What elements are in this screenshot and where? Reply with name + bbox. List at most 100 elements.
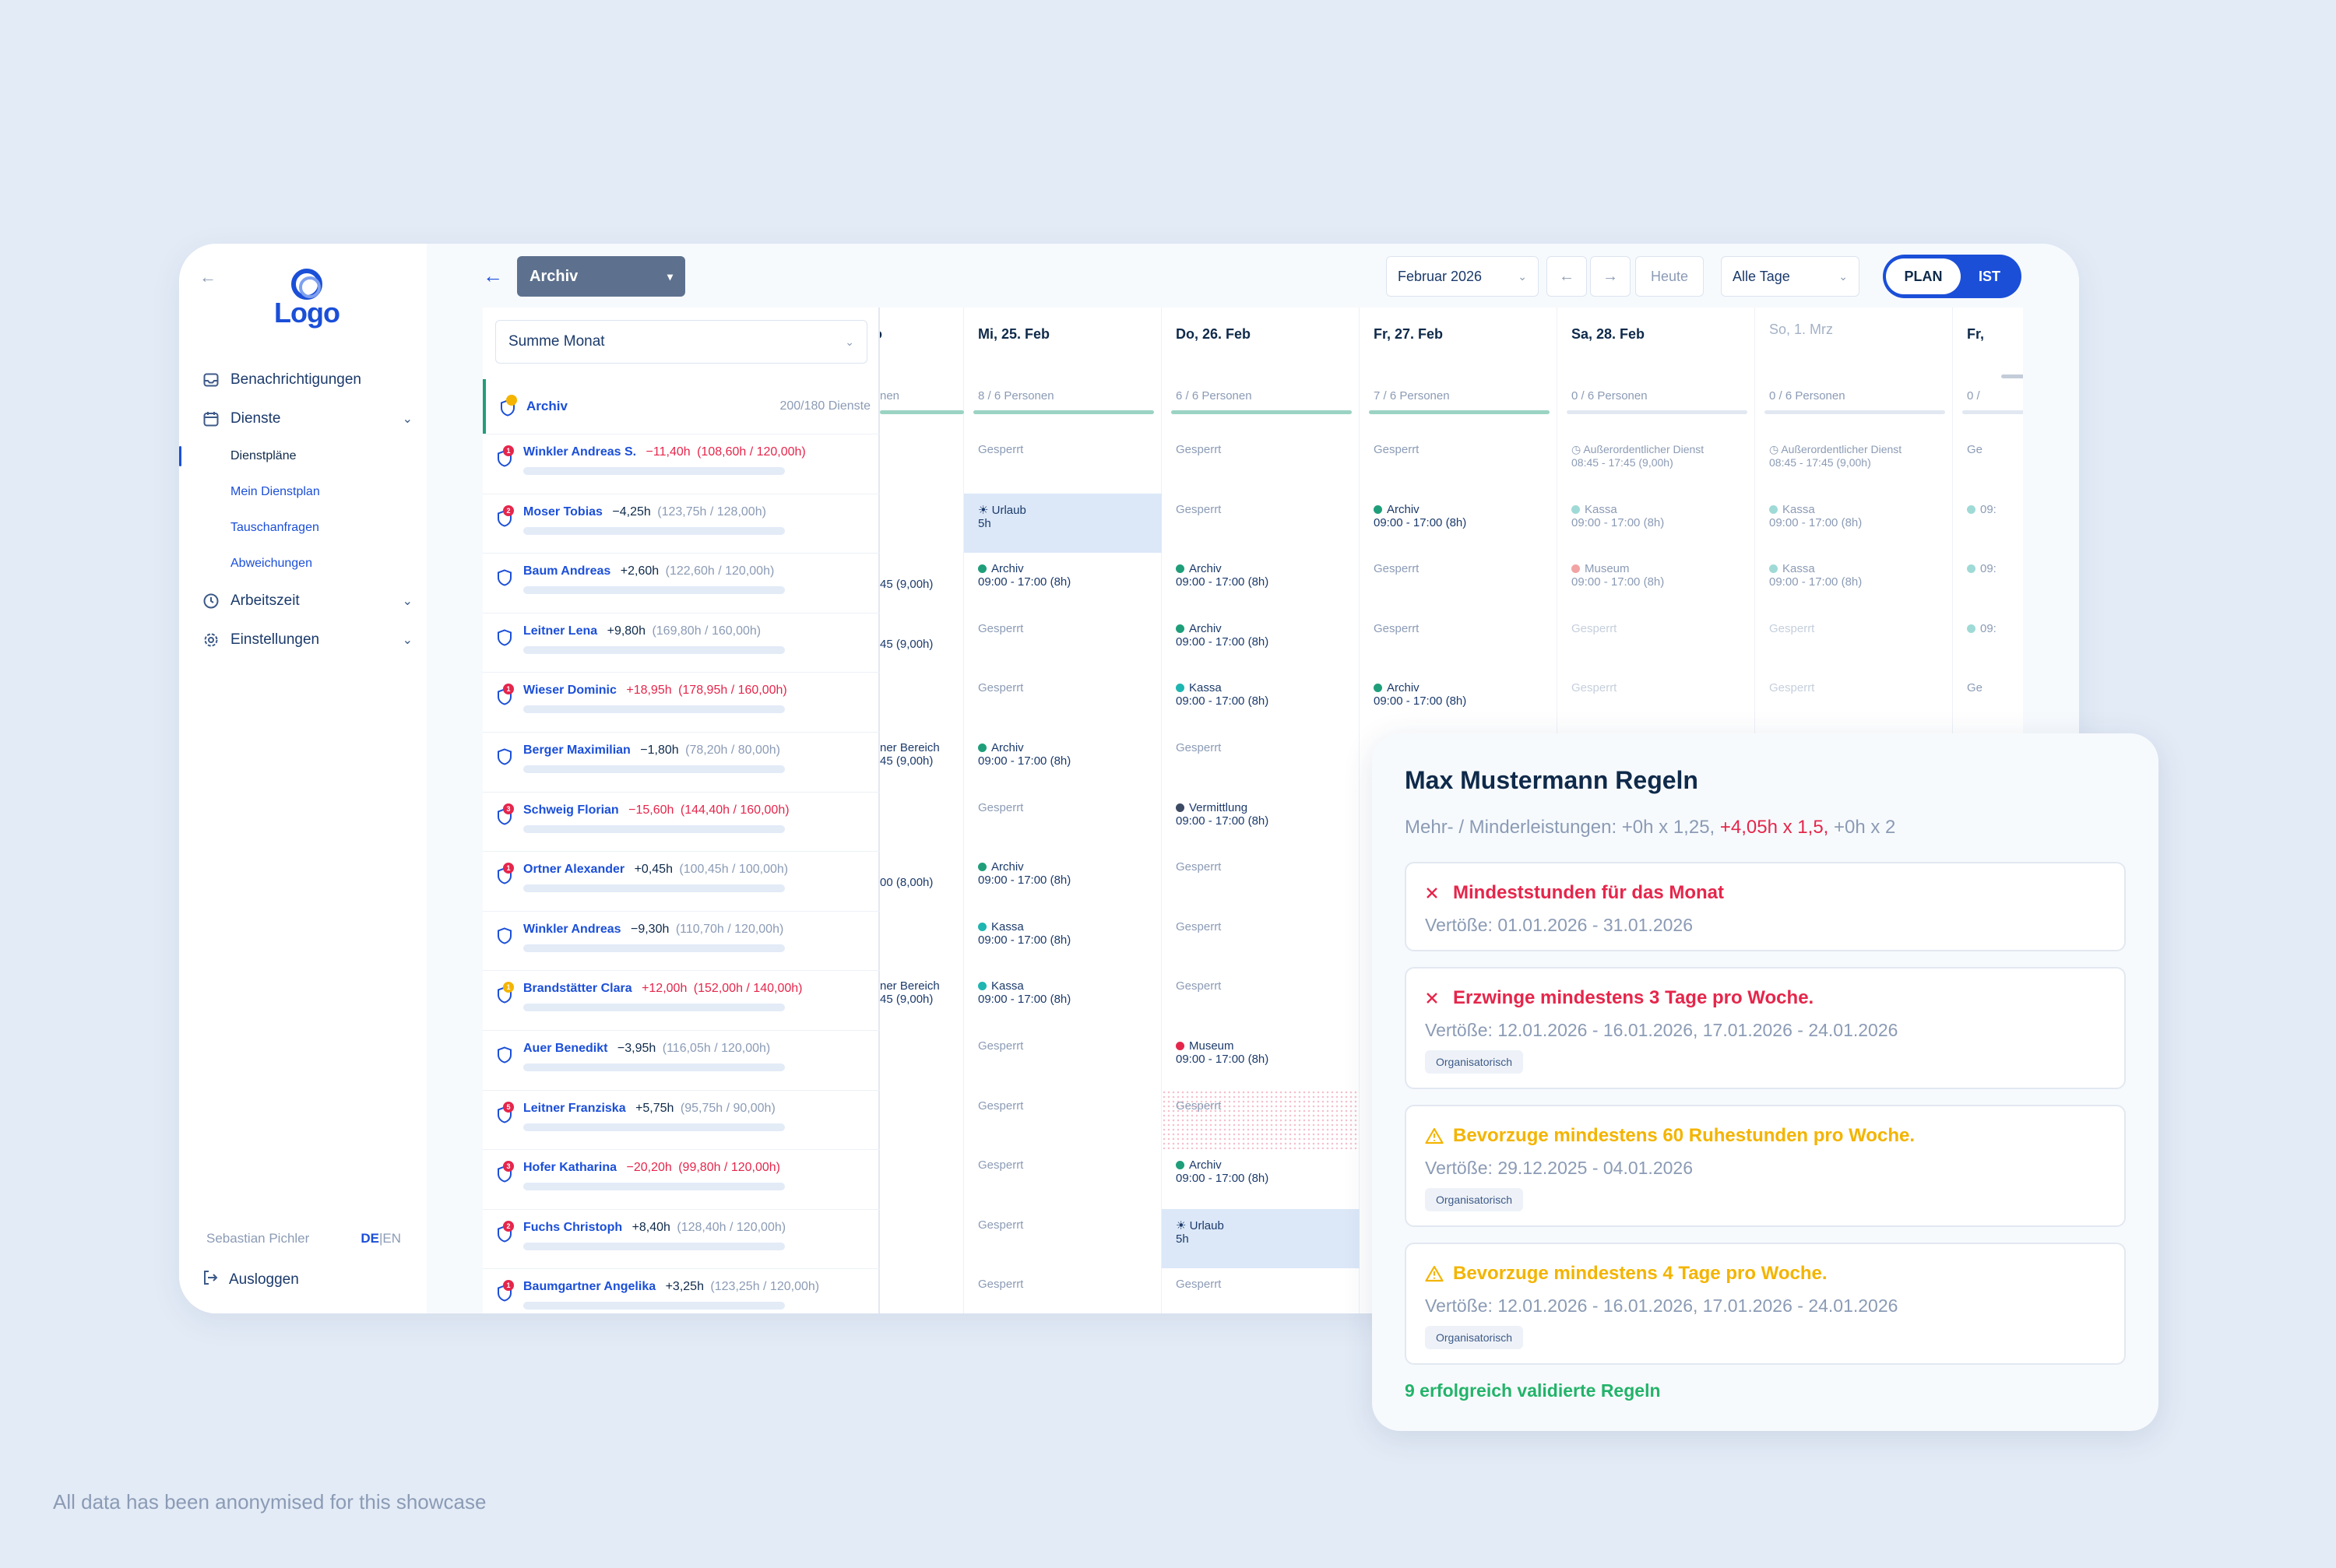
- horizontal-scrollbar[interactable]: [2001, 374, 2023, 378]
- shift-cell[interactable]: Gesperrt: [1557, 613, 1755, 673]
- employee-row[interactable]: 1 Wieser Dominic +18,95h (178,95h / 160,…: [483, 672, 880, 732]
- days-filter-select[interactable]: Alle Tage ⌄: [1721, 256, 1859, 297]
- employee-name[interactable]: Moser Tobias: [523, 505, 603, 519]
- shift-cell[interactable]: Museum 09:00 - 17:00 (8h): [1557, 553, 1755, 613]
- sidebar-item-tauschanfragen[interactable]: Tauschanfragen: [230, 521, 319, 534]
- shift-cell[interactable]: ☀ Urlaub 5h: [964, 493, 1162, 554]
- collapse-sidebar-icon[interactable]: ←: [199, 267, 216, 287]
- shift-cell[interactable]: Museum 09:00 - 17:00 (8h): [1162, 1030, 1360, 1090]
- day-header[interactable]: Fr, 27. Feb: [1374, 326, 1444, 342]
- shift-cell[interactable]: 45 (9,00h): [880, 553, 1078, 613]
- shift-cell[interactable]: Gesperrt: [1755, 672, 1953, 732]
- shift-cell[interactable]: Archiv 09:00 - 17:00 (8h): [1162, 1149, 1360, 1209]
- employee-row[interactable]: Berger Maximilian −1,80h (78,20h / 80,00…: [483, 731, 880, 792]
- employee-name[interactable]: Auer Benedikt: [523, 1041, 608, 1055]
- employee-name[interactable]: Baum Andreas: [523, 564, 611, 578]
- employee-row[interactable]: Leitner Lena +9,80h (169,80h / 160,00h): [483, 612, 880, 673]
- employee-name[interactable]: Leitner Lena: [523, 624, 598, 638]
- month-select[interactable]: Februar 2026 ⌄: [1386, 256, 1539, 297]
- shift-cell[interactable]: Gesperrt: [1162, 494, 1360, 554]
- employee-name[interactable]: Fuchs Christoph: [523, 1220, 623, 1234]
- employee-row[interactable]: 3 Schweig Florian −15,60h (144,40h / 160…: [483, 791, 880, 852]
- shift-cell[interactable]: Gesperrt: [1162, 1268, 1360, 1313]
- employee-row[interactable]: Baum Andreas +2,60h (122,60h / 120,00h): [483, 553, 880, 613]
- employee-name[interactable]: Baumgartner Angelika: [523, 1280, 656, 1294]
- prev-month-button[interactable]: ←: [1546, 256, 1587, 297]
- shift-cell[interactable]: Gesperrt: [1557, 672, 1755, 732]
- day-header[interactable]: Sa, 28. Feb: [1571, 326, 1645, 342]
- shift-cell[interactable]: Gesperrt: [964, 792, 1162, 852]
- shift-cell[interactable]: Gesperrt: [1360, 553, 1557, 613]
- shift-cell[interactable]: Ge: [1953, 434, 2023, 494]
- shift-cell[interactable]: Kassa 09:00 - 17:00 (8h): [1755, 553, 1953, 613]
- rule-card[interactable]: Erzwinge mindestens 3 Tage pro Woche. Ve…: [1405, 967, 2126, 1089]
- lang-en[interactable]: EN: [382, 1231, 401, 1246]
- day-header[interactable]: Do, 26. Feb: [1176, 326, 1251, 342]
- shift-cell[interactable]: Gesperrt: [1162, 732, 1360, 792]
- shift-cell[interactable]: Archiv 09:00 - 17:00 (8h): [1360, 494, 1557, 554]
- shift-cell[interactable]: Kassa 09:00 - 17:00 (8h): [1162, 672, 1360, 732]
- shift-cell[interactable]: Gesperrt: [1162, 851, 1360, 911]
- shift-cell[interactable]: 09:: [1953, 494, 2023, 554]
- shift-cell[interactable]: Archiv 09:00 - 17:00 (8h): [1162, 553, 1360, 613]
- shift-cell[interactable]: Gesperrt: [964, 434, 1162, 494]
- employee-row[interactable]: 1 Brandstätter Clara +12,00h (152,00h / …: [483, 970, 880, 1030]
- employee-name[interactable]: Berger Maximilian: [523, 743, 631, 757]
- shift-cell[interactable]: Kassa 09:00 - 17:00 (8h): [1755, 494, 1953, 554]
- rule-card[interactable]: Bevorzuge mindestens 4 Tage pro Woche. V…: [1405, 1243, 2126, 1365]
- shift-cell[interactable]: Gesperrt: [964, 1268, 1162, 1313]
- sidebar-item-arbeitszeit[interactable]: Arbeitszeit ⌄: [202, 582, 413, 621]
- day-header[interactable]: Fr,: [1967, 326, 1985, 342]
- shift-cell[interactable]: Gesperrt: [1162, 434, 1360, 494]
- shift-cell[interactable]: 09:: [1953, 553, 2023, 613]
- chevron-down-icon[interactable]: ⌄: [402, 634, 413, 647]
- rule-card[interactable]: Bevorzuge mindestens 60 Ruhestunden pro …: [1405, 1105, 2126, 1227]
- toggle-plan[interactable]: PLAN: [1886, 258, 1961, 294]
- shift-cell[interactable]: Archiv 09:00 - 17:00 (8h): [964, 851, 1162, 911]
- shift-cell[interactable]: Archiv 09:00 - 17:00 (8h): [964, 732, 1162, 792]
- employee-name[interactable]: Brandstätter Clara: [523, 982, 632, 996]
- shift-cell[interactable]: ◷ Außerordentlicher Dienst 08:45 - 17:45 …: [1755, 434, 1953, 494]
- employee-name[interactable]: Ortner Alexander: [523, 863, 625, 877]
- shift-cell[interactable]: Vermittlung 09:00 - 17:00 (8h): [1162, 792, 1360, 852]
- shift-cell[interactable]: ◷ Außerordentlicher Dienst 08:45 - 17:45 …: [1557, 434, 1755, 494]
- shift-cell[interactable]: Archiv 09:00 - 17:00 (8h): [1360, 672, 1557, 732]
- employee-row[interactable]: 2 Fuchs Christoph +8,40h (128,40h / 120,…: [483, 1208, 880, 1269]
- employee-row[interactable]: 1 Winkler Andreas S. −11,40h (108,60h / …: [483, 434, 880, 494]
- employee-row[interactable]: Winkler Andreas −9,30h (110,70h / 120,00…: [483, 910, 880, 971]
- chevron-down-icon[interactable]: ⌄: [402, 413, 413, 426]
- shift-cell[interactable]: Gesperrt: [1755, 613, 1953, 673]
- shift-cell[interactable]: Gesperrt: [1162, 970, 1360, 1030]
- sidebar-item-notifications[interactable]: Benachrichtigungen: [202, 360, 413, 399]
- day-header[interactable]: So, 1. Mrz: [1769, 322, 1834, 337]
- employee-row[interactable]: 1 Ortner Alexander +0,45h (100,45h / 100…: [483, 851, 880, 911]
- shift-cell[interactable]: ner Bereich 45 (9,00h): [880, 970, 1078, 1030]
- shift-cell[interactable]: 45 (9,00h): [880, 613, 1078, 673]
- shift-cell[interactable]: 00 (8,00h): [880, 851, 1078, 911]
- shift-cell[interactable]: Kassa 09:00 - 17:00 (8h): [1557, 494, 1755, 554]
- lang-de[interactable]: DE: [361, 1231, 379, 1246]
- employee-row[interactable]: Auer Benedikt −3,95h (116,05h / 120,00h): [483, 1029, 880, 1090]
- toggle-ist[interactable]: IST: [1978, 268, 2000, 284]
- employee-name[interactable]: Schweig Florian: [523, 803, 619, 817]
- employee-row[interactable]: 2 Moser Tobias −4,25h (123,75h / 128,00h…: [483, 493, 880, 554]
- day-header[interactable]: Mi, 25. Feb: [978, 326, 1050, 342]
- shift-cell[interactable]: Archiv 09:00 - 17:00 (8h): [1162, 613, 1360, 673]
- employee-row[interactable]: 5 Leitner Franziska +5,75h (95,75h / 90,…: [483, 1089, 880, 1150]
- shift-cell[interactable]: Gesperrt: [964, 613, 1162, 673]
- rule-card[interactable]: Mindeststunden für das Monat Vertöße: 01…: [1405, 862, 2126, 951]
- sidebar-item-mein-dienstplan[interactable]: Mein Dienstplan: [230, 485, 320, 498]
- shift-cell[interactable]: Gesperrt: [964, 1149, 1162, 1209]
- employee-name[interactable]: Winkler Andreas S.: [523, 445, 637, 459]
- shift-cell[interactable]: Kassa 09:00 - 17:00 (8h): [964, 970, 1162, 1030]
- shift-cell[interactable]: Gesperrt: [964, 1209, 1162, 1269]
- plan-ist-toggle[interactable]: PLAN IST: [1883, 255, 2021, 298]
- sidebar-item-abweichungen[interactable]: Abweichungen: [230, 557, 312, 570]
- next-month-button[interactable]: →: [1590, 256, 1631, 297]
- employee-name[interactable]: Wieser Dominic: [523, 684, 617, 698]
- employee-name[interactable]: Hofer Katharina: [523, 1161, 617, 1175]
- employee-name[interactable]: Leitner Franziska: [523, 1101, 626, 1115]
- department-row[interactable]: Archiv 200/180 Dienste: [483, 379, 880, 434]
- shift-cell[interactable]: Ge: [1953, 672, 2023, 732]
- shift-cell[interactable]: Gesperrt: [964, 1090, 1162, 1150]
